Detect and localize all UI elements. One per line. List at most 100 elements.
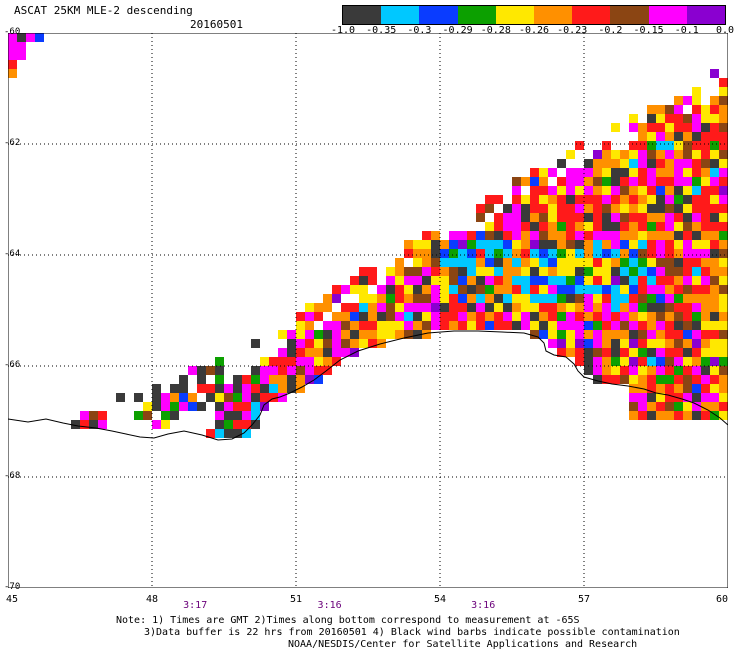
wind-cell (692, 141, 701, 150)
wind-cell (674, 204, 683, 213)
wind-cell (584, 285, 593, 294)
wind-cell (503, 204, 512, 213)
wind-cell (485, 204, 494, 213)
latitude-label: -70 (4, 582, 21, 592)
wind-cell (431, 294, 440, 303)
wind-cell (323, 330, 332, 339)
wind-cell (305, 330, 314, 339)
wind-cell (692, 276, 701, 285)
wind-cell (692, 204, 701, 213)
wind-cell (611, 186, 620, 195)
colorbar-tick-label: -0.26 (518, 25, 550, 36)
wind-cell (701, 105, 710, 114)
wind-cell (440, 258, 449, 267)
wind-cell (485, 303, 494, 312)
wind-cell (593, 240, 602, 249)
wind-cell (512, 195, 521, 204)
map-plot (8, 33, 728, 588)
wind-cell (701, 321, 710, 330)
wind-cell (521, 231, 530, 240)
wind-cell (368, 339, 377, 348)
wind-cell (620, 303, 629, 312)
wind-cell (602, 339, 611, 348)
wind-cell (539, 195, 548, 204)
wind-cell (665, 402, 674, 411)
wind-cell (449, 249, 458, 258)
wind-cell (701, 159, 710, 168)
wind-cell (350, 312, 359, 321)
wind-cell (278, 330, 287, 339)
wind-cell (530, 276, 539, 285)
wind-cell (611, 177, 620, 186)
wind-cell (692, 159, 701, 168)
wind-cell (584, 231, 593, 240)
colorbar-segment-5 (534, 6, 573, 24)
wind-cell (233, 375, 242, 384)
wind-cell (674, 339, 683, 348)
wind-cell (296, 375, 305, 384)
wind-cell (458, 258, 467, 267)
wind-cell (341, 339, 350, 348)
wind-cell (629, 231, 638, 240)
wind-cell (719, 105, 728, 114)
wind-cell (692, 411, 701, 420)
wind-cell (638, 357, 647, 366)
wind-cell (440, 303, 449, 312)
wind-cell (566, 186, 575, 195)
wind-cell (575, 321, 584, 330)
wind-cell (521, 285, 530, 294)
wind-cell (638, 312, 647, 321)
wind-cell (629, 195, 638, 204)
wind-cell (656, 204, 665, 213)
wind-cell (395, 285, 404, 294)
wind-cell (665, 231, 674, 240)
wind-cell (548, 186, 557, 195)
wind-cell (566, 321, 575, 330)
pass-time-label: 3:17 (183, 600, 208, 611)
wind-cell (593, 159, 602, 168)
wind-cell (701, 366, 710, 375)
wind-cell (422, 249, 431, 258)
latitude-label: -64 (4, 249, 21, 259)
wind-cell (674, 285, 683, 294)
wind-cell (638, 393, 647, 402)
wind-cell (701, 195, 710, 204)
wind-cell (413, 258, 422, 267)
colorbar-segment-1 (381, 6, 420, 24)
wind-cell (431, 303, 440, 312)
wind-cell (683, 150, 692, 159)
wind-cell (458, 267, 467, 276)
wind-cell (593, 168, 602, 177)
wind-cell (647, 195, 656, 204)
wind-cell (638, 222, 647, 231)
wind-cell (476, 204, 485, 213)
wind-cell (512, 186, 521, 195)
wind-cell (458, 294, 467, 303)
wind-cell (494, 285, 503, 294)
wind-cell (701, 177, 710, 186)
wind-cell (629, 240, 638, 249)
wind-cell (566, 312, 575, 321)
wind-cell (305, 366, 314, 375)
wind-cell (683, 267, 692, 276)
wind-cell (323, 366, 332, 375)
wind-cell (548, 276, 557, 285)
wind-cell (323, 294, 332, 303)
wind-cell (584, 159, 593, 168)
wind-cell (719, 177, 728, 186)
wind-cell (656, 213, 665, 222)
wind-cell (521, 312, 530, 321)
wind-cell (224, 429, 233, 438)
wind-cell (242, 402, 251, 411)
wind-cell (368, 312, 377, 321)
latitude-label: -62 (4, 138, 21, 148)
wind-cell (683, 321, 692, 330)
wind-cell (647, 267, 656, 276)
wind-cell (710, 132, 719, 141)
wind-cell (305, 321, 314, 330)
wind-cell (566, 249, 575, 258)
wind-cell (629, 285, 638, 294)
wind-cell (287, 375, 296, 384)
wind-cell (395, 303, 404, 312)
wind-cell (179, 393, 188, 402)
